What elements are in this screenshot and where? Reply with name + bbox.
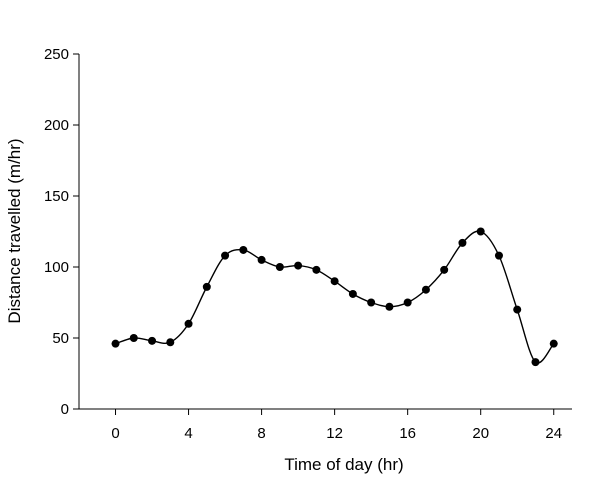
- data-point: [111, 339, 120, 348]
- y-tick-label: 200: [44, 117, 69, 134]
- data-point: [476, 227, 485, 236]
- x-tick-label: 4: [184, 425, 192, 442]
- data-point: [367, 298, 376, 307]
- data-point: [202, 282, 211, 291]
- data-point: [348, 289, 357, 298]
- axes: 0 50 100 150 200 250 0 4 8 12 16 20 24: [44, 46, 572, 442]
- data-point: [221, 251, 230, 260]
- data-point: [312, 265, 321, 274]
- data-point: [275, 263, 284, 271]
- series-layer: [111, 227, 558, 367]
- data-point: [129, 334, 138, 342]
- data-point: [239, 245, 248, 254]
- x-tick-label: 0: [111, 425, 119, 442]
- data-point: [385, 302, 394, 311]
- data-point: [403, 298, 412, 307]
- y-tick-label: 100: [44, 259, 69, 276]
- x-tick-label: 20: [472, 425, 489, 442]
- data-point: [531, 358, 540, 367]
- x-tick-label: 24: [545, 425, 562, 442]
- series-line: [115, 230, 555, 364]
- data-point: [184, 319, 193, 328]
- data-point: [549, 339, 558, 348]
- x-axis-title: Time of day (hr): [284, 455, 403, 474]
- data-point: [458, 238, 467, 247]
- y-tick-label: 50: [52, 330, 69, 347]
- y-tick-label: 250: [44, 46, 69, 63]
- x-tick-label: 8: [257, 425, 265, 442]
- data-point: [513, 305, 522, 314]
- data-point: [148, 336, 157, 345]
- x-tick-label: 12: [326, 425, 343, 442]
- data-point: [330, 277, 339, 286]
- data-point: [421, 285, 430, 294]
- data-point: [257, 255, 266, 264]
- y-axis-title: Distance travelled (m/hr): [5, 138, 24, 323]
- x-tick-label: 16: [399, 425, 416, 442]
- y-tick-label: 150: [44, 188, 69, 205]
- data-point: [440, 265, 449, 274]
- y-tick-label: 0: [61, 401, 69, 418]
- data-point: [166, 338, 175, 347]
- data-point: [294, 261, 303, 270]
- data-point: [494, 251, 503, 260]
